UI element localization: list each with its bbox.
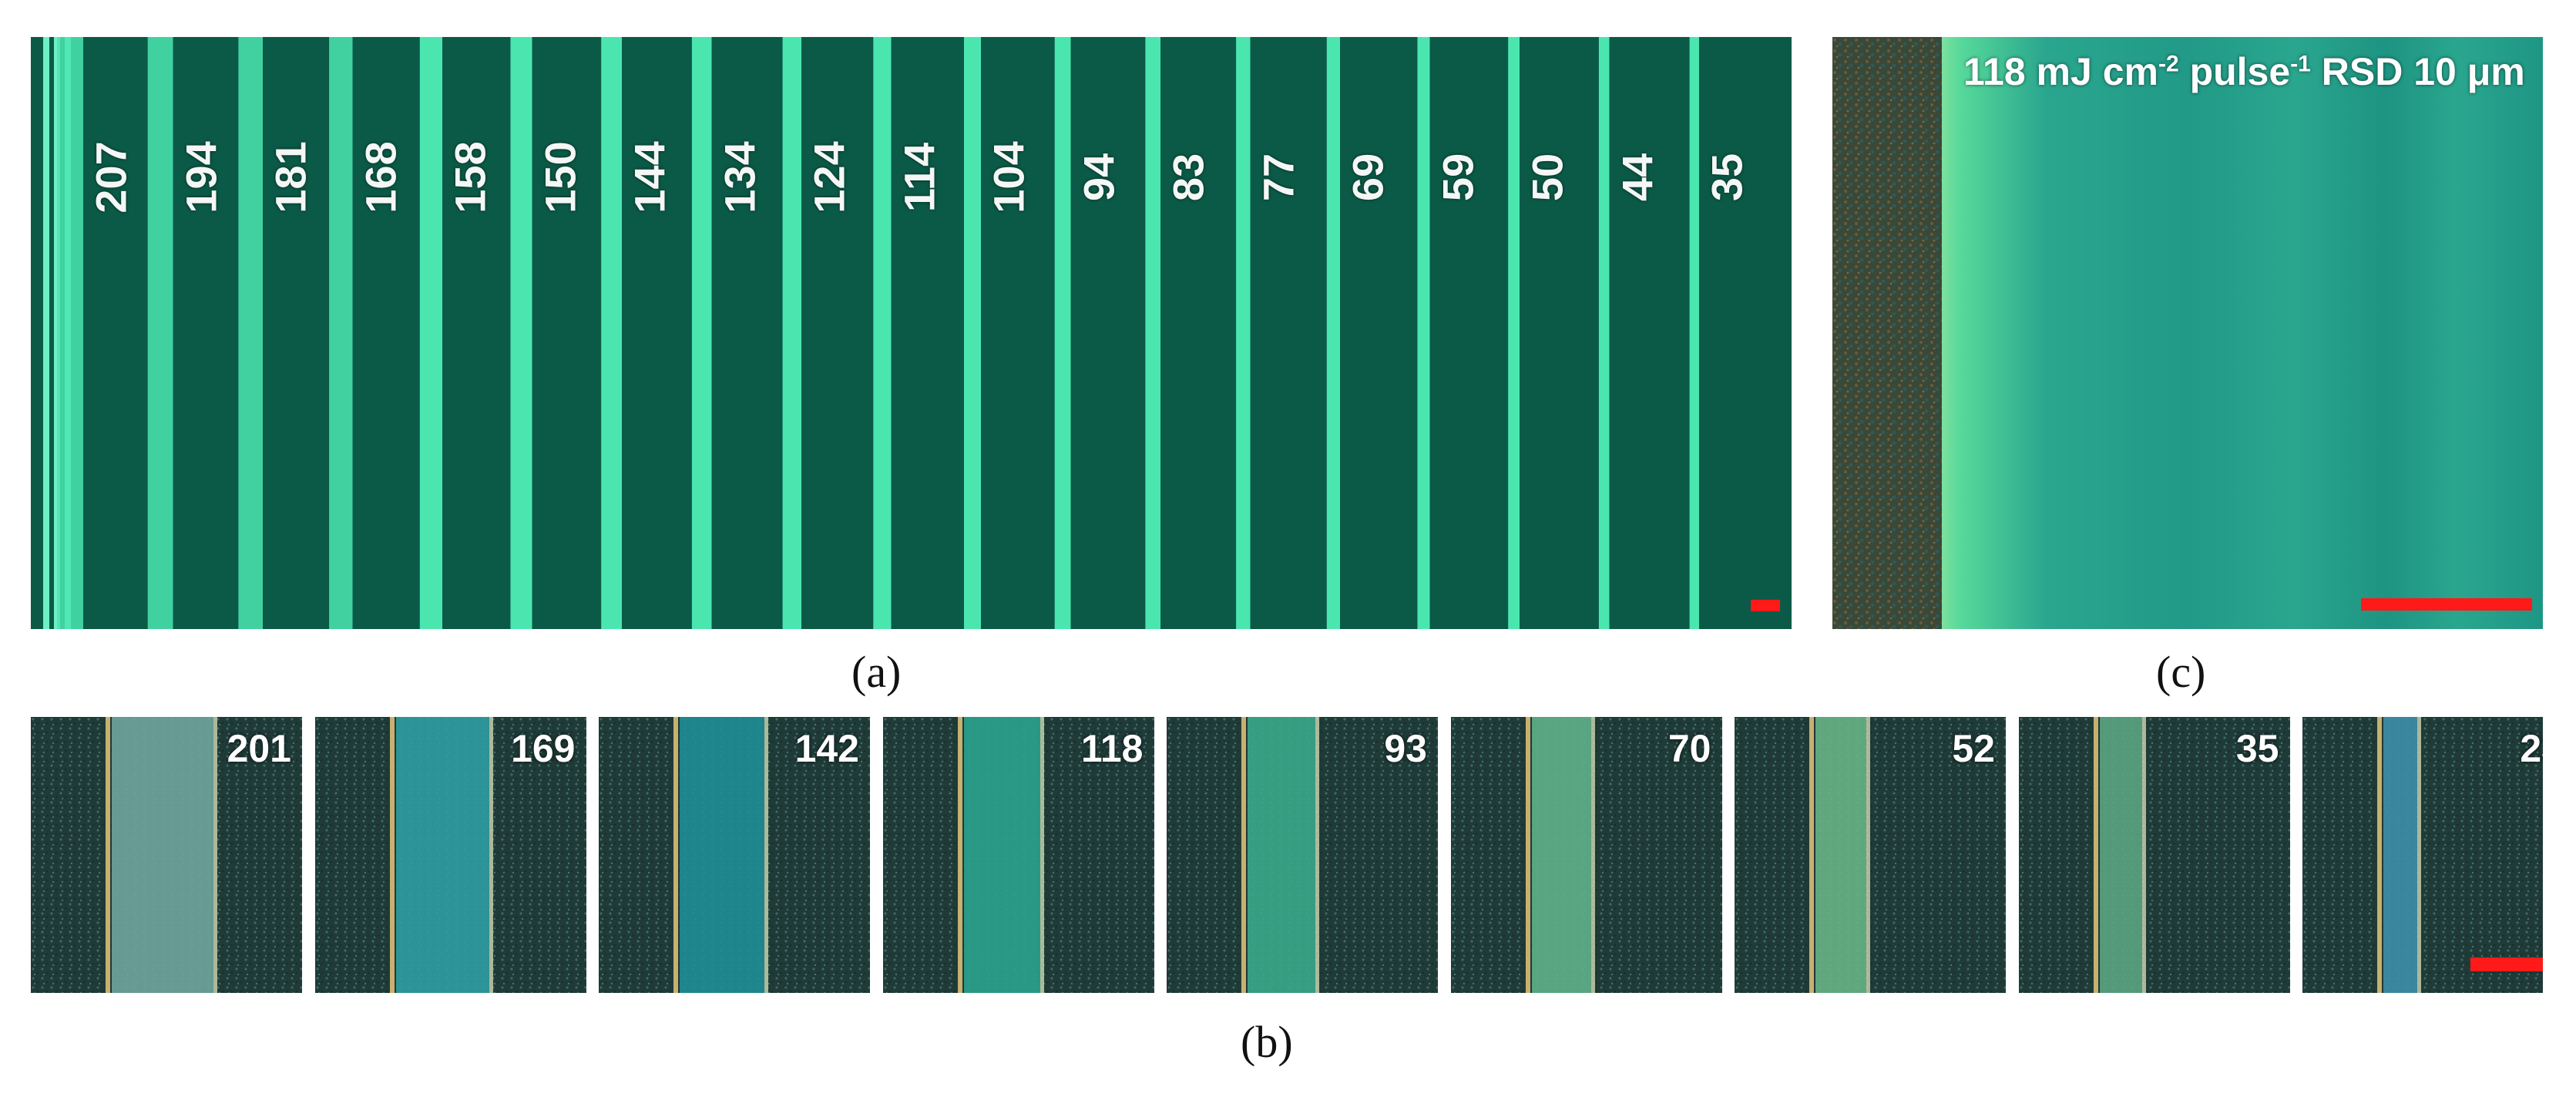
bright-line (329, 37, 353, 629)
bright-line (57, 37, 83, 629)
panel-a-label: 134 (715, 141, 764, 214)
panel-b-tile-label: 52 (1952, 727, 1995, 770)
panel-b-tile-label: 93 (1384, 727, 1427, 770)
panel-a-label: 77 (1254, 153, 1302, 202)
bright-line (1508, 37, 1520, 629)
tile-image (2018, 717, 2290, 993)
panel-a-micrograph: 207 194 181 168 158 150 144 134 124 114 104 94 83 77 6… (31, 37, 1792, 629)
tile-image (1167, 717, 1438, 993)
panel-b-tile: 70 (1450, 717, 1722, 993)
panel-b-tile: 118 (882, 717, 1154, 993)
panel-b-tile: 35 (2018, 717, 2290, 993)
panel-b-tile: 93 (1167, 717, 1438, 993)
panel-b-caption: (b) (1241, 1017, 1293, 1067)
tile-image (1735, 717, 2006, 993)
bright-line (1326, 37, 1340, 629)
panel-a-label: 59 (1433, 153, 1482, 202)
panel-a-scalebar (1751, 600, 1780, 611)
bright-line (510, 37, 532, 629)
tile-image (1450, 717, 1722, 993)
panel-b-tile: 201 (31, 717, 302, 993)
bright-line (964, 37, 981, 629)
panel-a-caption: (a) (851, 647, 902, 697)
panel-a-label: 194 (176, 141, 225, 214)
panel-c-image (1832, 37, 2543, 629)
tile-image (31, 717, 302, 993)
panel-a-label: 69 (1343, 153, 1392, 202)
panel-b-tile: 142 (599, 717, 870, 993)
bright-line (782, 37, 801, 629)
bright-line (873, 37, 892, 629)
panel-a-lines (31, 37, 1792, 629)
panel-a-label: 207 (86, 141, 136, 214)
edge-line (43, 37, 49, 629)
panel-a-label: 124 (804, 141, 854, 214)
bright-line (691, 37, 712, 629)
panel-b-tile: 169 (314, 717, 586, 993)
panel-b-tile-label: 23 (2520, 727, 2543, 770)
panel-c-micrograph: 118 mJ cm-2 pulse-1 RSD 10 μm (1832, 37, 2543, 629)
panel-a-label: 150 (536, 141, 584, 214)
bright-line (1689, 37, 1699, 629)
panel-b-scalebar (2470, 957, 2543, 971)
bright-line (601, 37, 622, 629)
bright-line (147, 37, 173, 629)
panel-a-label: 114 (895, 142, 943, 213)
bright-line (1054, 37, 1071, 629)
bright-line (1598, 37, 1610, 629)
panel-c-scalebar (2361, 598, 2532, 611)
panel-a-label: 168 (356, 141, 405, 214)
panel-b-tile-label: 201 (227, 727, 291, 770)
tile-image (882, 717, 1154, 993)
panel-b-tile-label: 118 (1080, 727, 1144, 770)
panel-a-label: 158 (445, 141, 495, 214)
panel-a-label: 83 (1164, 153, 1213, 202)
panel-c-caption: (c) (2156, 647, 2206, 697)
panel-a-label: 104 (984, 141, 1033, 214)
panel-b-tile: 23 (2302, 717, 2543, 993)
panel-a-label: 44 (1613, 153, 1661, 202)
bright-line (1236, 37, 1251, 629)
bright-line (1417, 37, 1430, 629)
panel-b-tile: 52 (1735, 717, 2006, 993)
panel-a-label: 181 (266, 141, 315, 214)
tile-image (314, 717, 586, 993)
panel-b-tile-label: 169 (511, 727, 576, 770)
tile-image (599, 717, 870, 993)
tile-image (2302, 717, 2543, 993)
panel-b-tile-label: 35 (2235, 727, 2279, 770)
bright-line (238, 37, 263, 629)
panel-b-tile-label: 70 (1668, 727, 1711, 770)
panel-a-label: 50 (1523, 153, 1572, 202)
bright-line (419, 37, 442, 629)
panel-a-label: 94 (1074, 153, 1123, 202)
panel-b-strip: 201 169 142 118 93 70 52 35 23 (31, 717, 2543, 993)
panel-c-title: 118 mJ cm-2 pulse-1 RSD 10 μm (1963, 50, 2525, 93)
bright-line (1145, 37, 1160, 629)
panel-a-label: 144 (625, 141, 674, 214)
panel-b-tile-label: 142 (794, 727, 859, 770)
panel-a-label: 35 (1702, 153, 1751, 202)
